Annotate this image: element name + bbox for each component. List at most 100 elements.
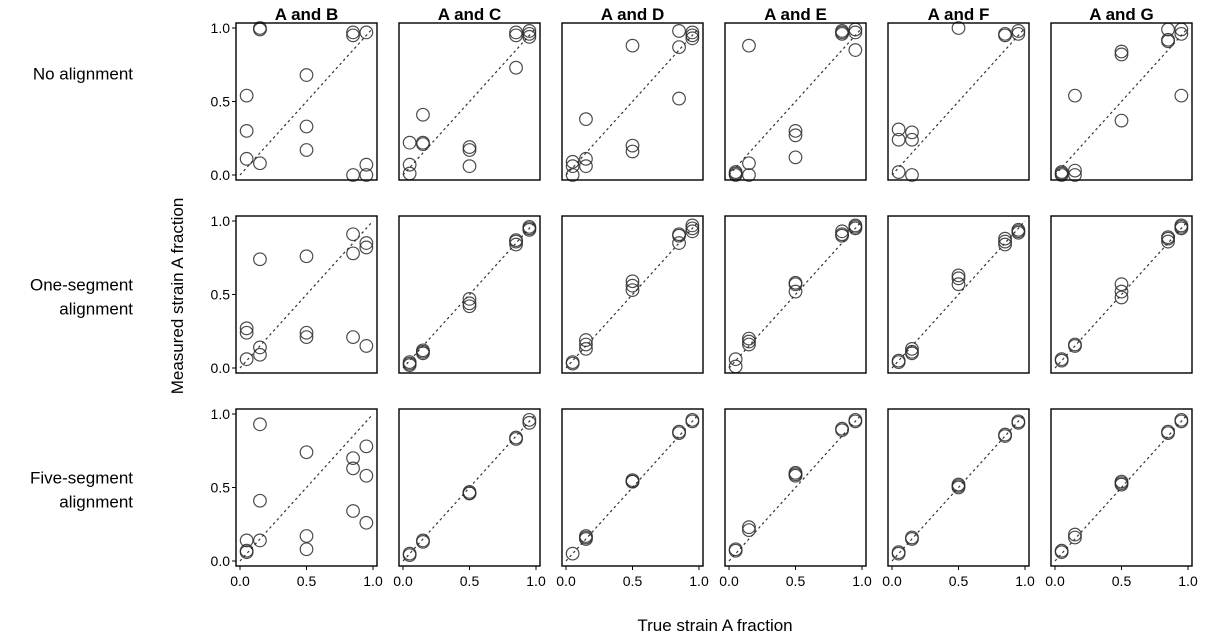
data-point (1011, 415, 1026, 430)
data-point (835, 224, 849, 239)
data-point (522, 29, 537, 44)
data-point (565, 154, 580, 169)
data-point (998, 237, 1012, 252)
data-point (239, 325, 254, 340)
x-axis-title: True strain A fraction (637, 616, 792, 635)
data-point (742, 523, 756, 538)
x-tick-label: 1.0 (526, 573, 546, 589)
data-point (1068, 163, 1082, 178)
data-point (848, 414, 863, 429)
y-tick-label: 0.0 (211, 553, 231, 569)
data-point (579, 333, 593, 347)
data-point (742, 334, 756, 349)
data-point (891, 132, 906, 147)
x-tick-label: 0.0 (230, 573, 250, 589)
data-point (625, 283, 640, 297)
data-point (346, 451, 360, 466)
column-title: A and C (438, 5, 502, 24)
data-point (905, 132, 919, 147)
data-point (462, 296, 477, 311)
data-point (1161, 34, 1175, 49)
identity-line (239, 220, 374, 369)
column-title: A and G (1089, 5, 1154, 24)
data-point (625, 474, 640, 489)
data-point (253, 533, 267, 548)
panel-0-2 (561, 22, 704, 182)
panel-grid: A and B A and C A and D A and E A and F A and… (30, 5, 1198, 589)
data-point (1054, 545, 1069, 560)
data-point (998, 234, 1012, 249)
data-point (1174, 221, 1189, 236)
data-point (509, 60, 523, 75)
data-point (685, 218, 700, 233)
data-point (1174, 414, 1189, 429)
data-point (742, 337, 756, 352)
data-point (1114, 277, 1129, 292)
data-point (253, 340, 267, 355)
data-point (998, 231, 1012, 246)
data-point (416, 137, 430, 152)
data-point (565, 546, 580, 561)
identity-line (728, 27, 863, 176)
data-point (1054, 353, 1069, 368)
data-point (299, 330, 314, 345)
data-point (685, 224, 700, 239)
data-point (672, 40, 686, 55)
column-title: A and D (601, 5, 665, 24)
data-point (625, 274, 640, 289)
column-title: A and B (275, 5, 339, 24)
data-point (402, 166, 417, 181)
data-point (346, 25, 360, 40)
panel-0-0: 0.0 0.5 1.0 (211, 20, 378, 183)
data-point (359, 25, 374, 40)
data-point (742, 38, 756, 53)
identity-line (728, 220, 863, 369)
x-tick-label: 0.0 (1045, 573, 1065, 589)
data-point (579, 112, 593, 127)
data-point (1011, 26, 1026, 41)
data-point (253, 417, 267, 432)
data-point (299, 249, 314, 264)
data-point (253, 21, 267, 35)
panel-frame (887, 22, 1030, 181)
data-point (905, 168, 919, 182)
y-tick-label: 0.5 (211, 480, 231, 496)
panel-frame (561, 215, 704, 374)
data-point (1068, 339, 1082, 353)
identity-line (891, 413, 1026, 562)
data-point (788, 284, 803, 299)
data-point (253, 156, 267, 171)
data-point (1114, 113, 1129, 128)
data-point (402, 358, 417, 372)
data-point (1068, 88, 1082, 103)
data-point (359, 515, 374, 530)
data-point (359, 168, 374, 182)
data-point (299, 529, 314, 543)
data-point (835, 228, 849, 243)
panel-1-4 (887, 215, 1030, 374)
x-tick-label: 1.0 (689, 573, 709, 589)
data-point (299, 143, 314, 157)
data-point (685, 28, 700, 43)
data-point (728, 359, 743, 374)
panel-1-2 (561, 215, 704, 374)
identity-line (239, 413, 374, 562)
x-tick-label: 1.0 (1015, 573, 1035, 589)
x-tick-label: 1.0 (852, 573, 872, 589)
y-tick-label: 0.0 (211, 167, 231, 183)
panel-2-5: 0.0 0.5 1.0 (1045, 408, 1198, 589)
data-point (462, 486, 477, 501)
data-point (1161, 234, 1175, 249)
data-point (462, 159, 477, 174)
data-point (835, 423, 849, 438)
data-point (1174, 26, 1189, 41)
data-point (625, 138, 640, 153)
panel-frame (1050, 215, 1193, 374)
data-point (1174, 88, 1189, 103)
data-point (402, 548, 417, 563)
column-title: A and F (928, 5, 990, 24)
data-point (522, 26, 537, 41)
data-point (359, 236, 374, 250)
data-point (788, 277, 803, 292)
y-tick-label: 1.0 (211, 20, 231, 36)
